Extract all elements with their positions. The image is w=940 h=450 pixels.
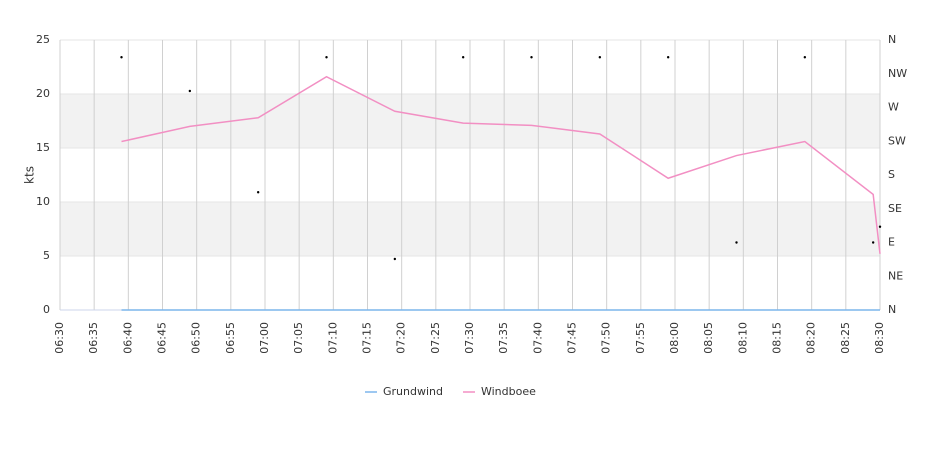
x-tick-label: 07:50	[600, 322, 613, 354]
direction-dot	[461, 56, 465, 59]
legend-label: Windboee	[481, 385, 536, 398]
x-tick-label: 08:00	[668, 322, 681, 354]
x-tick-label: 07:20	[395, 322, 408, 354]
x-tick-label: 07:15	[361, 322, 374, 354]
x-tick-label: 06:50	[190, 322, 203, 354]
y2-tick-label: NW	[888, 67, 907, 80]
direction-dot	[120, 56, 123, 59]
x-tick-label: 07:30	[463, 322, 476, 354]
x-tick-label: 08:20	[805, 322, 818, 354]
x-tick-label: 07:05	[292, 322, 305, 354]
y-axis-title: kts	[23, 166, 37, 184]
x-tick-label: 08:10	[736, 322, 749, 354]
y2-tick-label: S	[888, 168, 895, 181]
x-tick-label: 08:25	[839, 322, 852, 354]
y-tick-label: 5	[43, 249, 50, 262]
x-tick-label: 06:40	[121, 322, 134, 354]
y2-tick-label: NE	[888, 269, 903, 282]
direction-dot	[803, 56, 807, 59]
x-tick-label: 08:05	[702, 322, 715, 354]
y2-tick-label: SE	[888, 202, 902, 215]
x-tick-label: 08:30	[873, 322, 886, 354]
legend-label: Grundwind	[383, 385, 443, 398]
direction-dot	[878, 225, 882, 228]
y2-tick-label: SW	[888, 134, 906, 147]
direction-dot	[188, 89, 192, 93]
x-tick-label: 07:55	[634, 322, 647, 354]
y2-tick-label: N	[888, 303, 896, 316]
x-tick-label: 06:55	[224, 322, 237, 354]
y-tick-label: 0	[43, 303, 50, 316]
direction-dot	[666, 56, 670, 59]
y-tick-label: 25	[36, 33, 50, 46]
y2-tick-label: W	[888, 101, 899, 114]
direction-dot	[871, 241, 875, 244]
series-line	[121, 75, 881, 254]
direction-dot	[598, 56, 602, 59]
x-tick-label: 07:40	[531, 322, 544, 354]
x-tick-label: 06:30	[53, 322, 66, 354]
x-tick-label: 07:45	[566, 322, 579, 354]
y2-tick-label: E	[888, 236, 895, 249]
direction-dot	[393, 257, 397, 261]
x-tick-label: 07:10	[326, 322, 339, 354]
y-tick-label: 15	[36, 141, 50, 154]
y2-tick-label: N	[888, 33, 896, 46]
direction-dot	[325, 56, 328, 59]
direction-dot	[256, 191, 260, 194]
x-tick-label: 07:00	[258, 322, 271, 354]
y-tick-label: 20	[36, 87, 50, 100]
x-tick-label: 07:25	[429, 322, 442, 354]
direction-dot	[530, 56, 533, 59]
x-tick-label: 07:35	[497, 322, 510, 354]
x-tick-label: 08:15	[771, 322, 784, 354]
x-tick-label: 06:35	[87, 322, 100, 354]
x-tick-label: 06:45	[156, 322, 169, 354]
y-tick-label: 10	[36, 195, 50, 208]
direction-dot	[735, 241, 738, 244]
